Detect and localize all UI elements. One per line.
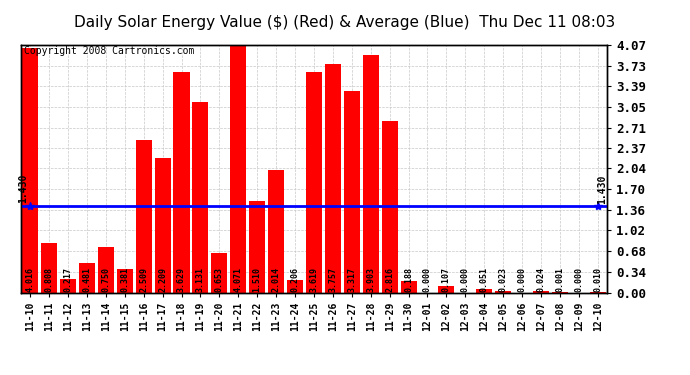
Text: 4.016: 4.016 (26, 267, 34, 292)
Bar (268, 170, 284, 292)
Text: 3.619: 3.619 (309, 267, 319, 292)
Bar (136, 140, 152, 292)
Text: 3.317: 3.317 (347, 267, 356, 292)
Text: 0.023: 0.023 (499, 267, 508, 292)
Bar (60, 279, 76, 292)
Bar (287, 280, 303, 292)
Text: 0.188: 0.188 (404, 267, 413, 292)
Text: 3.629: 3.629 (177, 267, 186, 292)
Text: 1.430: 1.430 (19, 174, 28, 203)
Bar (79, 263, 95, 292)
Text: 0.051: 0.051 (480, 267, 489, 292)
Text: Daily Solar Energy Value ($) (Red) & Average (Blue)  Thu Dec 11 08:03: Daily Solar Energy Value ($) (Red) & Ave… (75, 15, 615, 30)
Text: 3.903: 3.903 (366, 267, 375, 292)
Bar (98, 247, 114, 292)
Text: 0.010: 0.010 (593, 267, 602, 292)
Bar (155, 158, 170, 292)
Text: 0.000: 0.000 (461, 267, 470, 292)
Bar (249, 201, 265, 292)
Bar (173, 72, 190, 292)
Text: Copyright 2008 Cartronics.com: Copyright 2008 Cartronics.com (23, 46, 194, 56)
Bar (230, 45, 246, 292)
Bar (22, 48, 38, 292)
Text: 4.071: 4.071 (234, 267, 243, 292)
Text: 0.000: 0.000 (423, 267, 432, 292)
Bar (476, 290, 492, 292)
Text: 2.816: 2.816 (385, 267, 394, 292)
Text: 2.014: 2.014 (272, 267, 281, 292)
Text: 0.001: 0.001 (555, 267, 564, 292)
Text: 2.209: 2.209 (158, 267, 167, 292)
Text: 3.131: 3.131 (196, 267, 205, 292)
Text: 0.206: 0.206 (290, 267, 299, 292)
Text: 1.430: 1.430 (598, 175, 607, 204)
Text: 0.808: 0.808 (45, 267, 54, 292)
Text: 0.000: 0.000 (574, 267, 583, 292)
Text: 0.381: 0.381 (120, 267, 129, 292)
Text: 3.757: 3.757 (328, 267, 337, 292)
Text: 1.510: 1.510 (253, 267, 262, 292)
Text: 0.024: 0.024 (537, 267, 546, 292)
Bar (344, 91, 359, 292)
Text: 0.653: 0.653 (215, 267, 224, 292)
Text: 0.107: 0.107 (442, 267, 451, 292)
Bar (382, 121, 397, 292)
Bar (438, 286, 455, 292)
Text: 0.217: 0.217 (63, 267, 72, 292)
Text: 0.481: 0.481 (82, 267, 91, 292)
Bar (41, 243, 57, 292)
Bar (400, 281, 417, 292)
Text: 2.509: 2.509 (139, 267, 148, 292)
Bar (117, 269, 132, 292)
Bar (325, 64, 341, 292)
Bar (193, 102, 208, 292)
Bar (363, 55, 379, 292)
Text: 0.750: 0.750 (101, 267, 110, 292)
Text: 0.000: 0.000 (518, 267, 526, 292)
Bar (211, 253, 228, 292)
Bar (306, 72, 322, 292)
Bar (495, 291, 511, 292)
Bar (533, 291, 549, 292)
